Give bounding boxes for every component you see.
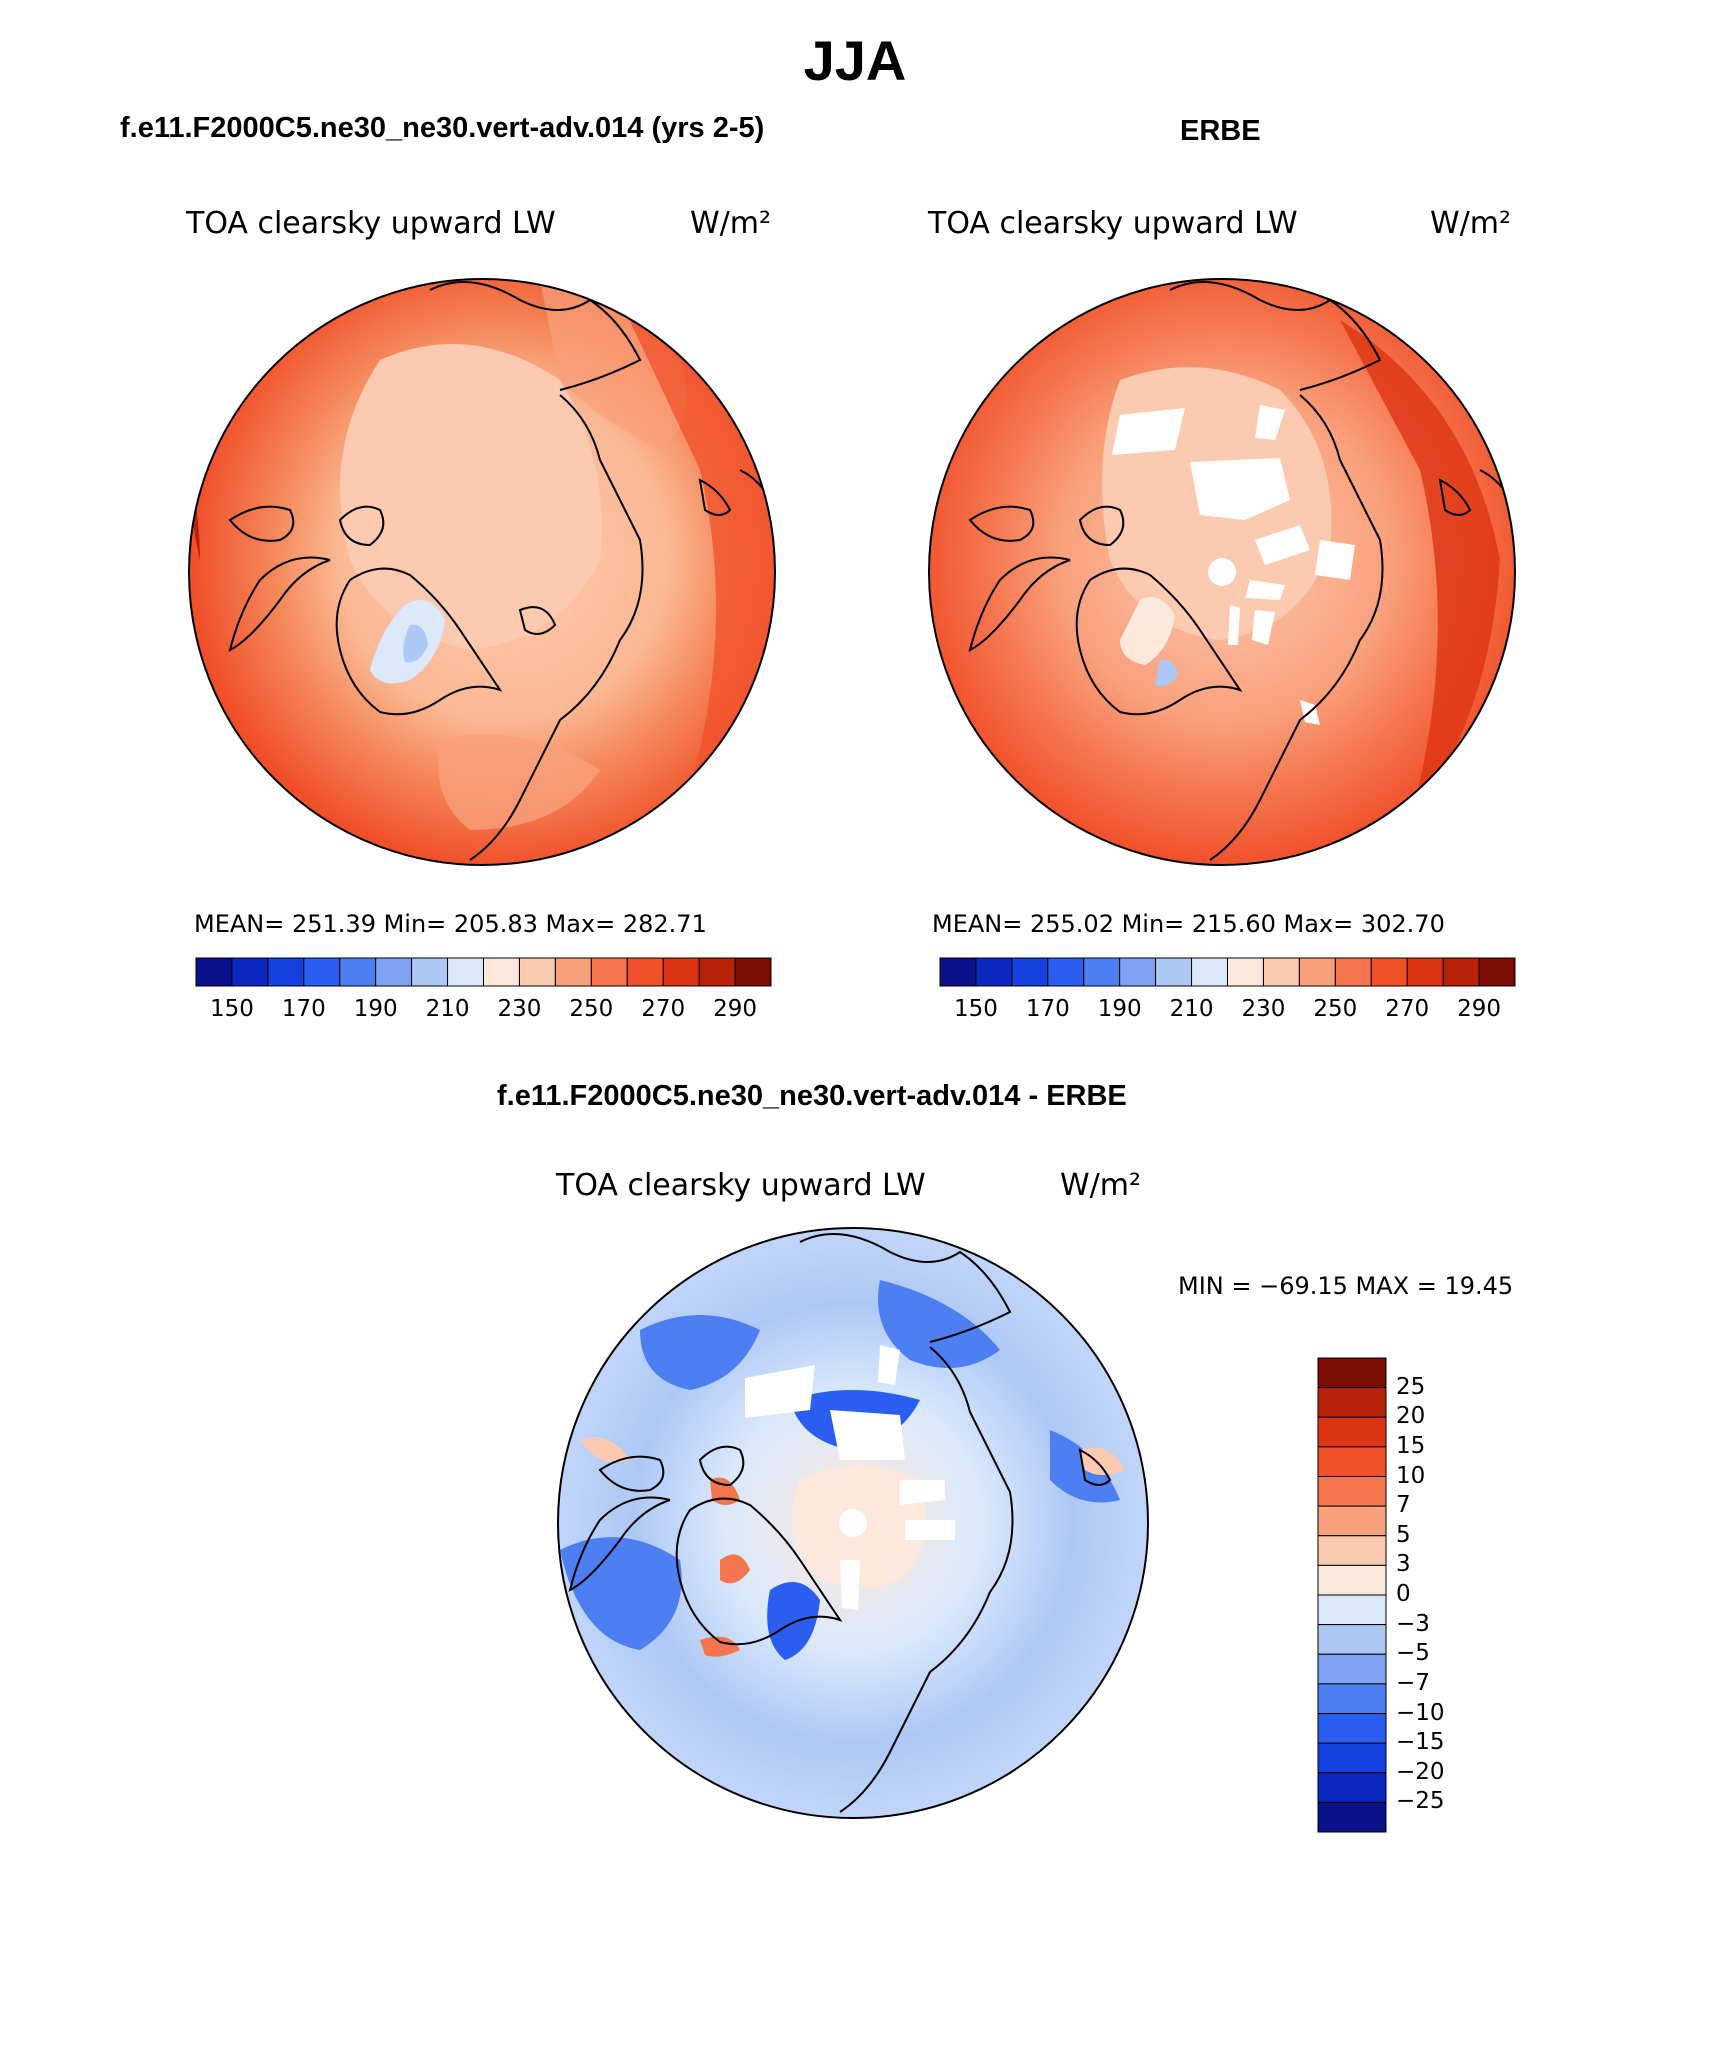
- model-colorbar: [195, 957, 772, 987]
- colorbar-swatch: [1317, 1357, 1387, 1389]
- colorbar-swatch: [483, 957, 520, 987]
- colorbar-swatch: [1317, 1476, 1387, 1507]
- diff-variable-label: TOA clearsky upward LW: [556, 1168, 926, 1203]
- colorbar-swatch: [1317, 1801, 1387, 1833]
- colorbar-swatch: [195, 957, 233, 987]
- colorbar-swatch: [1317, 1564, 1387, 1596]
- colorbar-tick-label: 25: [1396, 1373, 1426, 1400]
- colorbar-tick-label: −5: [1396, 1640, 1430, 1667]
- colorbar-tick-label: −25: [1396, 1788, 1445, 1815]
- obs-polar-map: [928, 278, 1516, 866]
- colorbar-swatch: [1011, 957, 1049, 987]
- colorbar-tick-label: 190: [1097, 996, 1142, 1022]
- colorbar-tick-label: 0: [1396, 1581, 1411, 1607]
- colorbar-tick-label: 270: [1385, 996, 1430, 1022]
- colorbar-swatch: [518, 957, 556, 987]
- obs-panel-title: ERBE: [1180, 115, 1261, 147]
- colorbar-tick-label: 15: [1396, 1432, 1426, 1459]
- colorbar-swatch: [339, 957, 377, 987]
- colorbar-swatch: [939, 957, 977, 987]
- colorbar-swatch: [1317, 1624, 1387, 1655]
- colorbar-swatch: [1155, 957, 1193, 987]
- colorbar-swatch: [1478, 957, 1516, 987]
- colorbar-swatch: [1370, 957, 1408, 987]
- colorbar-swatch: [1262, 957, 1300, 987]
- colorbar-swatch: [554, 957, 592, 987]
- model-panel-title: f.e11.F2000C5.ne30_ne30.vert-adv.014 (yr…: [120, 112, 765, 144]
- colorbar-tick-label: 3: [1396, 1551, 1411, 1578]
- colorbar-swatch: [231, 957, 269, 987]
- colorbar-swatch: [1442, 957, 1480, 987]
- colorbar-swatch: [1119, 957, 1157, 987]
- colorbar-swatch: [698, 957, 736, 987]
- colorbar-swatch: [1298, 957, 1336, 987]
- model-units-label: W/m²: [690, 206, 772, 241]
- colorbar-tick-label: 270: [641, 996, 686, 1022]
- colorbar-swatch: [1083, 957, 1121, 987]
- colorbar-swatch: [734, 957, 772, 987]
- colorbar-tick-label: 170: [281, 996, 326, 1022]
- diff-polar-map: [557, 1227, 1149, 1819]
- model-stats: MEAN= 251.39 Min= 205.83 Max= 282.71: [194, 910, 707, 938]
- model-variable-label: TOA clearsky upward LW: [186, 206, 556, 241]
- obs-units-label: W/m²: [1430, 206, 1512, 241]
- colorbar-swatch: [975, 957, 1013, 987]
- figure-title: JJA: [803, 29, 907, 92]
- obs-stats: MEAN= 255.02 Min= 215.60 Max= 302.70: [932, 910, 1445, 938]
- colorbar-tick-label: 170: [1025, 996, 1070, 1022]
- colorbar-tick-label: −20: [1396, 1758, 1445, 1785]
- colorbar-swatch: [1317, 1505, 1387, 1537]
- obs-variable-label: TOA clearsky upward LW: [928, 206, 1298, 241]
- colorbar-swatch: [1317, 1416, 1387, 1448]
- colorbar-swatch: [590, 957, 628, 987]
- colorbar-tick-label: 290: [713, 996, 758, 1022]
- colorbar-swatch: [626, 957, 664, 987]
- colorbar-swatch: [375, 957, 413, 987]
- model-polar-map: [188, 278, 776, 866]
- colorbar-swatch: [303, 957, 341, 987]
- diff-units-label: W/m²: [1060, 1168, 1142, 1203]
- colorbar-swatch: [1191, 957, 1228, 987]
- colorbar-tick-label: 250: [569, 996, 614, 1022]
- colorbar-tick-label: 5: [1396, 1521, 1411, 1548]
- colorbar-swatch: [267, 957, 305, 987]
- colorbar-swatch: [662, 957, 700, 987]
- colorbar-tick-label: 290: [1457, 996, 1502, 1022]
- colorbar-swatch: [1317, 1772, 1387, 1803]
- colorbar-tick-label: 7: [1396, 1492, 1411, 1519]
- colorbar-tick-label: 150: [209, 996, 254, 1022]
- colorbar-swatch: [1317, 1713, 1387, 1744]
- diff-stats: MIN = −69.15 MAX = 19.45: [1178, 1272, 1514, 1300]
- colorbar-swatch: [1317, 1653, 1387, 1685]
- colorbar-tick-label: 210: [1169, 996, 1214, 1022]
- colorbar-swatch: [1317, 1446, 1387, 1477]
- colorbar-tick-label: 250: [1313, 996, 1358, 1022]
- obs-colorbar: [939, 957, 1516, 987]
- colorbar-tick-label: −10: [1396, 1699, 1445, 1726]
- colorbar-tick-label: 230: [1241, 996, 1286, 1022]
- colorbar-tick-label: 210: [425, 996, 470, 1022]
- colorbar-tick-label: 20: [1396, 1403, 1426, 1430]
- colorbar-swatch: [1317, 1594, 1387, 1626]
- colorbar-swatch: [1334, 957, 1372, 987]
- colorbar-tick-label: 150: [953, 996, 998, 1022]
- colorbar-swatch: [411, 957, 449, 987]
- colorbar-swatch: [1317, 1742, 1387, 1774]
- colorbar-tick-label: 10: [1396, 1462, 1426, 1489]
- colorbar-swatch: [1317, 1387, 1387, 1418]
- colorbar-swatch: [1406, 957, 1444, 987]
- diff-colorbar: [1317, 1357, 1387, 1833]
- colorbar-tick-label: −7: [1396, 1669, 1430, 1696]
- colorbar-swatch: [1047, 957, 1085, 987]
- colorbar-swatch: [1317, 1683, 1387, 1714]
- colorbar-tick-label: 190: [353, 996, 398, 1022]
- colorbar-tick-label: 230: [497, 996, 542, 1022]
- colorbar-swatch: [1227, 957, 1264, 987]
- diff-panel-title: f.e11.F2000C5.ne30_ne30.vert-adv.014 - E…: [497, 1080, 1127, 1112]
- colorbar-swatch: [447, 957, 484, 987]
- colorbar-tick-label: −15: [1396, 1729, 1445, 1756]
- colorbar-swatch: [1317, 1535, 1387, 1566]
- colorbar-tick-label: −3: [1396, 1610, 1430, 1637]
